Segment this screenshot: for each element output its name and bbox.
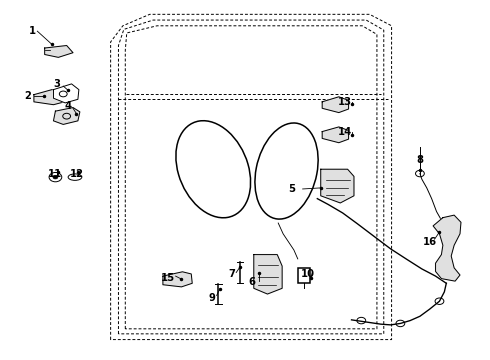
Text: 6: 6 xyxy=(249,277,256,287)
Polygon shape xyxy=(322,97,348,113)
Text: 14: 14 xyxy=(338,127,352,137)
Text: 4: 4 xyxy=(65,102,72,112)
Text: 15: 15 xyxy=(161,273,175,283)
Text: 3: 3 xyxy=(53,79,60,89)
Text: 16: 16 xyxy=(423,237,437,247)
Text: 7: 7 xyxy=(228,269,235,279)
Polygon shape xyxy=(163,272,192,287)
Polygon shape xyxy=(254,255,282,294)
Polygon shape xyxy=(53,108,80,125)
Text: 12: 12 xyxy=(70,168,83,179)
Text: 2: 2 xyxy=(24,91,31,101)
Text: 9: 9 xyxy=(208,293,215,303)
Polygon shape xyxy=(322,127,348,143)
Polygon shape xyxy=(53,84,79,103)
Text: 8: 8 xyxy=(416,154,423,165)
Text: 13: 13 xyxy=(338,97,352,107)
Text: 11: 11 xyxy=(49,168,63,179)
Polygon shape xyxy=(433,215,461,281)
Bar xyxy=(298,268,311,283)
Text: 1: 1 xyxy=(29,26,36,36)
Text: 10: 10 xyxy=(300,269,315,279)
Polygon shape xyxy=(34,90,70,105)
Polygon shape xyxy=(321,169,354,203)
Text: 5: 5 xyxy=(288,184,295,194)
Circle shape xyxy=(53,175,58,179)
Polygon shape xyxy=(45,45,73,57)
